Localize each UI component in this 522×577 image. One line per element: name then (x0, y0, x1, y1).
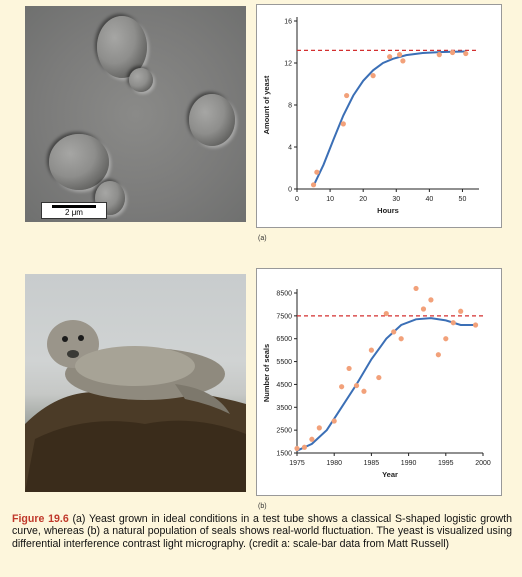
seal-illustration (25, 320, 246, 492)
data-point (309, 436, 315, 442)
data-point (391, 329, 397, 335)
x-tick-label: 1995 (438, 460, 454, 467)
yeast-cell (97, 16, 147, 78)
data-point (331, 418, 337, 424)
data-point (396, 52, 403, 58)
yeast-cell (189, 94, 235, 146)
data-point (294, 445, 300, 452)
data-point (450, 320, 456, 326)
y-axis-label: Number of seals (262, 344, 271, 402)
seal-population-chart: 1975 1980 1985 1990 1995 2000 1500 2500 3500 4500… (256, 268, 502, 496)
y-tick-label: 8500 (276, 291, 292, 298)
data-point (398, 336, 404, 342)
data-point (353, 382, 360, 389)
y-tick-label: 6500 (276, 336, 292, 343)
yeast-growth-plot: 0 10 20 30 40 50 0 4 8 12 16 Hours Amount of yeast (262, 17, 479, 215)
data-point (463, 50, 469, 57)
data-point (316, 425, 322, 431)
x-tick-label: 2000 (475, 460, 491, 467)
yeast-cell (49, 134, 109, 190)
x-tick-label: 1980 (326, 460, 342, 467)
data-point (301, 444, 308, 450)
y-tick-label: 8 (288, 103, 292, 110)
logistic-curve (312, 50, 466, 187)
y-axis-label: Amount of yeast (262, 75, 271, 134)
data-point (383, 310, 389, 317)
data-point (458, 308, 464, 314)
y-tick-label: 4500 (276, 382, 292, 389)
x-tick-label: 1975 (289, 460, 305, 467)
x-tick-label: 10 (326, 196, 334, 203)
data-point (314, 169, 320, 175)
yeast-bud (129, 68, 153, 92)
panel-a-label: (a) (258, 235, 267, 242)
data-point (387, 54, 393, 60)
data-point (472, 322, 479, 328)
y-tick-label: 1500 (276, 451, 292, 458)
figure-number: Figure 19.6 (12, 513, 69, 525)
data-point (346, 365, 352, 372)
y-tick-label: 3500 (276, 405, 292, 412)
y-tick-label: 7500 (276, 313, 292, 320)
data-point (449, 49, 456, 56)
data-point (370, 73, 376, 79)
scale-bar-label: 2 μm (65, 207, 83, 217)
data-point (428, 297, 434, 303)
x-tick-label: 40 (425, 196, 433, 203)
yeast-growth-chart: 0 10 20 30 40 50 0 4 8 12 16 Hours Amount of yeast (256, 4, 502, 228)
x-tick-label: 30 (392, 196, 400, 203)
seal-population-plot: 1975 1980 1985 1990 1995 2000 1500 2500 3500 4500… (262, 285, 491, 479)
figure-caption: Figure 19.6 (a) Yeast grown in ideal con… (12, 513, 512, 550)
x-axis-label: Year (382, 470, 398, 479)
data-point (340, 121, 346, 127)
x-tick-label: 50 (459, 196, 467, 203)
x-axis-label: Hours (377, 206, 399, 215)
y-tick-label: 2500 (276, 428, 292, 435)
y-tick-label: 4 (288, 145, 292, 152)
seal-photo (25, 274, 246, 492)
data-point (310, 182, 317, 188)
caption-text: (a) Yeast grown in ideal conditions in a… (12, 513, 512, 550)
data-point (435, 352, 441, 358)
y-tick-label: 0 (288, 187, 292, 194)
panel-b-label: (b) (258, 503, 267, 510)
yeast-micrograph: 2 μm (25, 6, 246, 222)
y-tick-label: 16 (284, 19, 292, 26)
data-point (400, 58, 406, 64)
x-tick-label: 0 (295, 196, 299, 203)
data-point (344, 92, 350, 99)
y-tick-label: 5500 (276, 359, 292, 366)
data-point (420, 306, 427, 312)
x-tick-label: 1990 (401, 460, 417, 467)
logistic-curve (296, 317, 476, 452)
x-tick-label: 20 (359, 196, 367, 203)
scale-bar-line (52, 204, 96, 208)
data-point (443, 336, 449, 342)
data-point (436, 52, 442, 58)
y-tick-label: 12 (284, 61, 292, 68)
data-point (368, 347, 374, 353)
x-tick-label: 1985 (364, 460, 380, 467)
data-point (413, 285, 419, 292)
data-point (339, 384, 345, 390)
scale-bar: 2 μm (41, 202, 107, 219)
data-point (376, 374, 382, 381)
data-point (361, 388, 367, 394)
